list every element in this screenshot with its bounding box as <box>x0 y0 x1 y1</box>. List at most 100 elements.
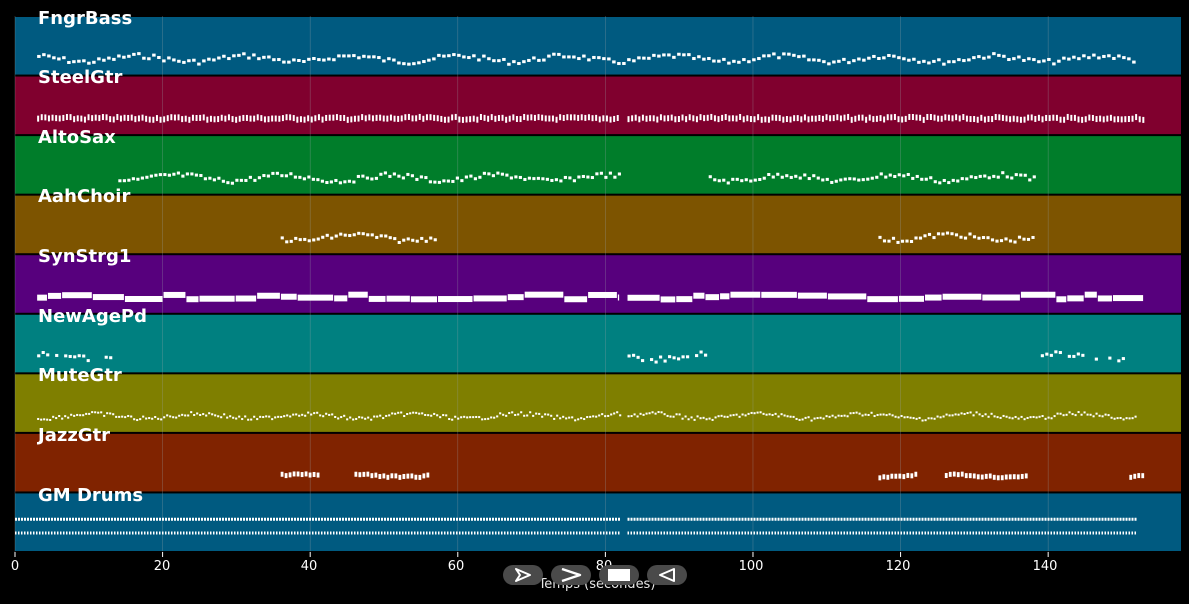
note <box>199 174 203 178</box>
note <box>91 411 94 414</box>
note <box>547 413 550 416</box>
note <box>587 114 590 121</box>
note <box>67 416 70 419</box>
note <box>112 413 115 416</box>
note <box>403 415 406 418</box>
note <box>277 415 280 418</box>
note <box>904 115 907 122</box>
note <box>262 174 266 178</box>
note <box>127 114 130 121</box>
note <box>1017 235 1022 239</box>
note <box>1063 116 1066 123</box>
note <box>945 413 948 416</box>
note <box>1020 473 1024 479</box>
note <box>235 178 239 182</box>
note <box>118 415 121 418</box>
note <box>969 411 972 414</box>
note <box>361 416 364 419</box>
note <box>334 234 338 238</box>
note <box>1122 56 1126 60</box>
note <box>921 419 924 422</box>
back-button[interactable] <box>647 565 687 585</box>
note <box>37 54 41 58</box>
note <box>868 114 871 121</box>
note <box>312 238 316 242</box>
note <box>368 114 371 121</box>
note <box>157 55 161 59</box>
note <box>1008 239 1013 243</box>
note <box>608 171 612 175</box>
note <box>247 56 251 60</box>
note <box>527 176 531 180</box>
stop-button[interactable] <box>599 565 639 585</box>
note <box>878 475 882 481</box>
note <box>298 175 302 179</box>
note <box>47 54 51 58</box>
note <box>721 114 724 121</box>
note <box>785 116 788 123</box>
note <box>58 415 61 418</box>
note <box>347 179 351 183</box>
note <box>475 415 478 418</box>
note <box>260 115 263 122</box>
note <box>328 114 331 121</box>
note <box>347 54 351 58</box>
note <box>798 176 802 180</box>
note <box>777 56 781 60</box>
note <box>720 414 723 417</box>
note <box>1059 412 1062 415</box>
note <box>62 56 66 60</box>
note <box>1026 237 1031 241</box>
note <box>499 412 502 415</box>
note <box>583 418 586 421</box>
note <box>964 473 968 479</box>
note <box>427 414 430 417</box>
note <box>947 60 951 64</box>
note <box>40 114 43 121</box>
note <box>235 417 238 420</box>
note <box>753 412 756 415</box>
note <box>1117 54 1121 58</box>
note <box>44 114 47 121</box>
note <box>494 115 497 122</box>
note <box>141 114 144 121</box>
note <box>1005 415 1008 418</box>
note <box>637 56 641 60</box>
next-button[interactable] <box>551 565 591 585</box>
note <box>850 116 853 123</box>
note <box>244 178 248 182</box>
note <box>313 412 316 415</box>
note <box>184 414 187 417</box>
note <box>834 179 838 183</box>
note <box>965 115 968 122</box>
note <box>1023 418 1026 421</box>
note <box>227 57 231 61</box>
note <box>121 415 124 418</box>
note <box>582 54 586 58</box>
note <box>166 414 169 417</box>
note <box>257 292 280 299</box>
note <box>957 58 961 62</box>
note <box>1008 416 1011 419</box>
note <box>418 474 422 480</box>
note <box>729 414 732 417</box>
note <box>758 177 762 181</box>
note <box>206 116 209 123</box>
note <box>813 417 816 420</box>
note <box>87 114 90 121</box>
note <box>182 60 186 64</box>
note <box>526 414 529 417</box>
track-label-steelgtr: SteelGtr <box>38 67 123 88</box>
note <box>699 350 703 354</box>
note <box>912 57 916 61</box>
note <box>1012 474 1016 480</box>
play-button[interactable] <box>503 565 543 585</box>
note <box>677 357 681 361</box>
note <box>454 415 457 418</box>
note <box>898 295 925 302</box>
note <box>1110 416 1113 419</box>
note <box>898 473 902 479</box>
note <box>307 175 311 179</box>
note <box>412 411 415 414</box>
note <box>631 115 634 122</box>
